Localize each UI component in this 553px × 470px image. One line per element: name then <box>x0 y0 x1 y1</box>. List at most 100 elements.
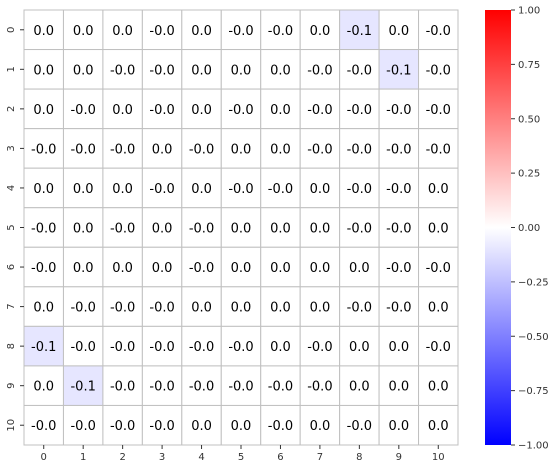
cell-label-r8-c4: -0.0 <box>189 340 214 355</box>
y-tick-label-0: 0 <box>6 27 17 33</box>
cell-label-r0-c10: -0.0 <box>426 24 451 39</box>
x-tick-label-2: 2 <box>119 452 125 463</box>
cell-label-r9-c0: 0.0 <box>33 380 54 395</box>
heatmap-cell-r4-c10 <box>418 167 459 209</box>
cell-label-r5-c2: -0.0 <box>110 222 135 237</box>
y-axis-ticks: 0 1 2 3 4 5 6 7 8 9 10 <box>6 27 24 432</box>
heatmap-cell-r7-c6 <box>260 286 301 327</box>
cell-label-r5-c3: 0.0 <box>152 222 173 237</box>
heatmap-cells <box>23 9 459 446</box>
heatmap-cell-r4-c9 <box>378 167 420 209</box>
cell-label-r10-c5: 0.0 <box>231 419 252 434</box>
heatmap-cell-r9-c8 <box>339 365 380 406</box>
heatmap-cell-r9-c10 <box>418 365 459 406</box>
y-tick-label-5: 5 <box>6 224 17 230</box>
cell-label-r3-c0: -0.0 <box>31 142 56 157</box>
cell-label-r3-c9: -0.0 <box>386 142 411 157</box>
cell-label-r8-c0: -0.1 <box>31 340 56 355</box>
heatmap-cell-r4-c1 <box>62 167 104 209</box>
heatmap-cell-r4-c6 <box>260 167 301 209</box>
cell-label-r7-c8: -0.0 <box>347 301 372 316</box>
cell-label-r4-c7: 0.0 <box>310 182 331 197</box>
y-tick-label-10: 10 <box>6 419 17 432</box>
heatmap-cell-r1-c9 <box>378 49 420 90</box>
cell-label-r8-c1: -0.0 <box>70 340 95 355</box>
heatmap-cell-r4-c3 <box>141 167 183 209</box>
x-tick-label-4: 4 <box>198 452 204 463</box>
cell-label-r10-c9: 0.0 <box>388 419 409 434</box>
heatmap-cell-r8-c9 <box>378 325 420 367</box>
heatmap-cell-r2-c4 <box>181 88 222 130</box>
cell-label-r7-c6: 0.0 <box>270 301 291 316</box>
heatmap-cell-r7-c7 <box>299 286 341 327</box>
heatmap-cell-r9-c2 <box>102 365 143 406</box>
heatmap-cell-r2-c10 <box>418 88 459 130</box>
cell-label-r10-c8: -0.0 <box>347 419 372 434</box>
cell-label-r5-c0: -0.0 <box>31 222 56 237</box>
cell-label-r0-c0: 0.0 <box>33 24 54 39</box>
y-tick-label-9: 9 <box>6 382 17 388</box>
cell-label-r0-c5: -0.0 <box>228 24 253 39</box>
heatmap-cell-r5-c5 <box>220 207 262 248</box>
cell-label-r6-c10: -0.0 <box>426 261 451 276</box>
cell-label-r6-c9: -0.0 <box>386 261 411 276</box>
cell-label-r2-c10: -0.0 <box>426 103 451 118</box>
heatmap-cell-r6-c10 <box>418 246 459 288</box>
heatmap-cell-r3-c2 <box>102 128 143 169</box>
cell-label-r2-c1: -0.0 <box>70 103 95 118</box>
cell-label-r1-c0: 0.0 <box>33 63 54 78</box>
cell-label-r5-c8: -0.0 <box>347 222 372 237</box>
heatmap-cell-r10-c9 <box>378 404 420 446</box>
heatmap-cell-r0-c1 <box>62 9 104 51</box>
cell-label-r1-c5: 0.0 <box>231 63 252 78</box>
cell-label-r4-c8: -0.0 <box>347 182 372 197</box>
heatmap-cell-r5-c10 <box>418 207 459 248</box>
cell-label-r8-c10: -0.0 <box>426 340 451 355</box>
cell-label-r10-c7: 0.0 <box>310 419 331 434</box>
heatmap-cell-r10-c5 <box>220 404 262 446</box>
cell-label-r1-c6: 0.0 <box>270 63 291 78</box>
cell-label-r7-c9: -0.0 <box>386 301 411 316</box>
cell-label-r0-c9: 0.0 <box>388 24 409 39</box>
x-tick-label-6: 6 <box>277 452 283 463</box>
colorbar-tick-label-6: −0.50 <box>518 332 549 343</box>
colorbar <box>485 10 511 445</box>
heatmap-cell-r5-c0 <box>23 207 64 248</box>
cell-label-r4-c3: -0.0 <box>149 182 174 197</box>
heatmap-cell-r6-c9 <box>378 246 420 288</box>
heatmap-cell-r0-c10 <box>418 9 459 51</box>
x-axis-ticks: 0 1 2 3 4 5 6 7 8 9 10 <box>41 445 445 463</box>
heatmap-cell-r7-c0 <box>23 286 64 327</box>
heatmap-cell-r1-c4 <box>181 49 222 90</box>
colorbar-tick-label-5: −0.25 <box>518 277 549 288</box>
colorbar-tick-label-1: 0.75 <box>518 60 540 71</box>
heatmap-cell-r7-c1 <box>62 286 104 327</box>
cell-label-r3-c6: 0.0 <box>270 142 291 157</box>
cell-label-r4-c1: 0.0 <box>73 182 94 197</box>
cell-label-r2-c5: -0.0 <box>228 103 253 118</box>
cell-label-r5-c4: -0.0 <box>189 222 214 237</box>
cell-label-r2-c0: 0.0 <box>33 103 54 118</box>
heatmap-cell-r1-c2 <box>102 49 143 90</box>
cell-label-r1-c2: -0.0 <box>110 63 135 78</box>
cell-label-r6-c3: 0.0 <box>152 261 173 276</box>
cell-label-r2-c3: -0.0 <box>149 103 174 118</box>
cell-label-r4-c4: 0.0 <box>191 182 212 197</box>
heatmap-cell-r6-c6 <box>260 246 301 288</box>
cell-label-r1-c9: -0.1 <box>386 63 411 78</box>
heatmap-cell-r6-c5 <box>220 246 262 288</box>
heatmap-cell-r4-c8 <box>339 167 380 209</box>
colorbar-tick-label-0: 1.00 <box>518 6 540 17</box>
x-tick-label-3: 3 <box>159 452 165 463</box>
heatmap-cell-r0-c5 <box>220 9 262 51</box>
heatmap-cell-r10-c1 <box>62 404 104 446</box>
cell-label-r3-c10: -0.0 <box>426 142 451 157</box>
heatmap-cell-r10-c8 <box>339 404 380 446</box>
y-tick-label-2: 2 <box>6 106 17 112</box>
heatmap-cell-r4-c5 <box>220 167 262 209</box>
heatmap-cell-r5-c3 <box>141 207 183 248</box>
heatmap-cell-r8-c8 <box>339 325 380 367</box>
cell-label-r5-c9: -0.0 <box>386 222 411 237</box>
cell-label-r5-c10: 0.0 <box>428 222 449 237</box>
